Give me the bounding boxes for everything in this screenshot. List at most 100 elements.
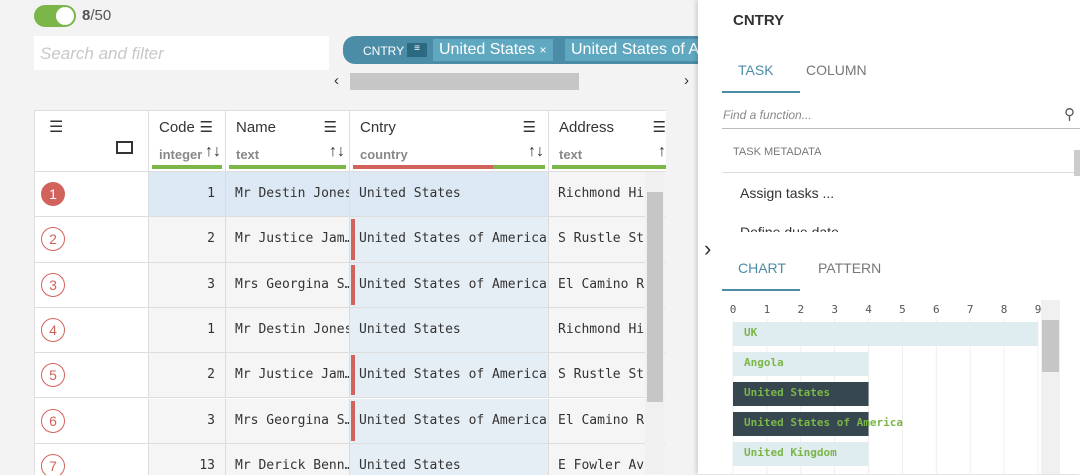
data-cell[interactable]: United States of America <box>350 353 549 399</box>
cell-text: Richmond Hil <box>558 186 652 201</box>
data-cell[interactable]: 2 <box>149 353 226 399</box>
data-cell[interactable]: Mr Destin Jones <box>226 307 350 354</box>
data-cell[interactable]: 13 <box>149 443 226 475</box>
data-cell[interactable]: United States of America <box>350 217 549 263</box>
panel-scrollbar[interactable] <box>1074 150 1080 176</box>
task-item[interactable]: Define due date <box>740 224 839 232</box>
x-tick-label: 4 <box>865 303 872 316</box>
toggle[interactable] <box>34 5 76 27</box>
data-grid: ☰ Code ☰ integer ↑↓ Name ☰ text ↑↓ Cntry ☰ country ↑… <box>34 110 666 475</box>
header-cell[interactable]: Address ☰ text ↑↓ <box>549 111 666 172</box>
cell-text: United States <box>359 457 461 473</box>
data-cell[interactable]: Mrs Georgina S… <box>226 262 350 308</box>
h-scrollbar-thumb[interactable] <box>350 73 579 90</box>
chart-scrollbar-thumb[interactable] <box>1042 320 1059 372</box>
cell-text: S Rustle St <box>558 367 645 383</box>
data-cell[interactable]: 3 <box>149 398 226 444</box>
column-name: Code <box>159 119 195 136</box>
data-cell[interactable]: United States <box>350 307 549 354</box>
filter-pill[interactable]: CNTRY ≡ United States × United States of… <box>343 36 743 64</box>
chart-scrollbar[interactable] <box>1041 300 1060 474</box>
row-index: 2 <box>41 227 65 252</box>
cell-text: United States of America <box>359 367 547 383</box>
x-tick-label: 0 <box>730 303 737 316</box>
bar[interactable] <box>733 442 869 466</box>
data-cell[interactable]: United States of America <box>350 398 549 444</box>
column-menu[interactable]: ☰ <box>522 119 536 136</box>
cell-text: Mr Derick Benn… <box>235 457 350 473</box>
tab[interactable]: PATTERN <box>818 260 882 276</box>
cell-text: Richmond Hil <box>558 321 652 337</box>
data-cell[interactable]: Mr Justice Jam… <box>226 353 350 399</box>
filter-value[interactable]: United States × <box>433 39 553 61</box>
clip: Define due date <box>722 212 1074 232</box>
cell-text: Mr Destin Jones <box>235 186 350 201</box>
row-index-cell[interactable]: 3 <box>35 262 149 308</box>
cell-text: 2 <box>207 367 215 383</box>
data-cell[interactable]: 1 <box>149 172 226 218</box>
header-cell[interactable]: Code ☰ integer ↑↓ <box>149 111 226 172</box>
sort-icon[interactable]: ↑↓ <box>658 143 666 160</box>
data-cell[interactable]: 2 <box>149 217 226 263</box>
cell-text: United States <box>359 321 461 337</box>
bar-label: United States <box>744 386 830 399</box>
data-cell[interactable]: 3 <box>149 262 226 308</box>
search-icon[interactable]: ⚲ <box>1064 106 1075 123</box>
bar[interactable] <box>733 382 869 406</box>
sort-icon[interactable]: ↑↓ <box>205 143 221 160</box>
row-index-cell[interactable]: 6 <box>35 398 149 444</box>
data-cell[interactable]: United States of America <box>350 262 549 308</box>
bar[interactable] <box>733 352 869 376</box>
scroll-left[interactable]: ‹ <box>334 72 339 89</box>
filter-icon: ≡ <box>407 43 427 57</box>
x-tick-label: 9 <box>1035 303 1042 316</box>
function-search[interactable]: Find a function... <box>723 108 812 122</box>
data-cell[interactable]: Mr Justice Jam… <box>226 217 350 263</box>
data-cell[interactable]: Mr Destin Jones <box>226 172 350 218</box>
row-index: 4 <box>41 317 65 342</box>
header-cell[interactable]: Name ☰ text ↑↓ <box>226 111 350 172</box>
x-tick-label: 6 <box>933 303 940 316</box>
data-cell[interactable]: Mr Derick Benn… <box>226 443 350 475</box>
row-index-cell[interactable]: 5 <box>35 353 149 399</box>
data-cell[interactable]: Mrs Georgina S… <box>226 398 350 444</box>
quality-invalid <box>353 165 494 169</box>
tab[interactable]: CHART <box>738 260 786 276</box>
x-tick-label: 2 <box>797 303 804 316</box>
count-selected: 8 <box>82 7 91 24</box>
x-tick-label: 3 <box>831 303 838 316</box>
bar[interactable] <box>733 412 869 436</box>
data-cell[interactable]: 1 <box>149 307 226 354</box>
row-index-cell[interactable]: 2 <box>35 217 149 263</box>
header-cell[interactable]: Cntry ☰ country ↑↓ <box>350 111 549 172</box>
v-scrollbar-thumb[interactable] <box>647 192 663 402</box>
column-menu[interactable]: ☰ <box>323 119 337 136</box>
columns-icon[interactable] <box>116 141 133 154</box>
collapse-chevron[interactable]: › <box>704 236 712 261</box>
tab[interactable]: COLUMN <box>806 62 867 78</box>
data-cell[interactable]: United States <box>350 172 549 218</box>
row-index-cell[interactable]: 7 <box>35 443 149 475</box>
v-scrollbar[interactable] <box>645 172 665 474</box>
tab[interactable]: TASK <box>738 62 774 78</box>
row-index: 5 <box>41 363 65 388</box>
row-index-cell[interactable]: 1 <box>35 172 149 218</box>
column-menu[interactable]: ☰ <box>652 119 666 136</box>
row-index-cell[interactable]: 4 <box>35 307 149 354</box>
bar[interactable] <box>733 322 1038 346</box>
menu-icon[interactable]: ☰ <box>49 119 64 136</box>
data-cell[interactable]: United States <box>350 443 549 475</box>
x-tick-label: 7 <box>967 303 974 316</box>
sort-icon[interactable]: ↑↓ <box>329 143 345 160</box>
search-box[interactable]: Search and filter <box>34 36 329 70</box>
divider <box>722 172 1074 173</box>
row-index: 3 <box>41 272 65 297</box>
sort-icon[interactable]: ↑↓ <box>528 143 544 160</box>
scroll-right[interactable]: › <box>684 72 689 89</box>
bar-label: UK <box>744 326 758 339</box>
filter-value[interactable]: United States of A <box>565 39 706 61</box>
task-item[interactable]: Assign tasks ... <box>740 185 835 201</box>
column-menu[interactable]: ☰ <box>199 119 213 136</box>
search-placeholder: Search and filter <box>40 44 164 63</box>
header-cell: ☰ <box>35 111 149 172</box>
